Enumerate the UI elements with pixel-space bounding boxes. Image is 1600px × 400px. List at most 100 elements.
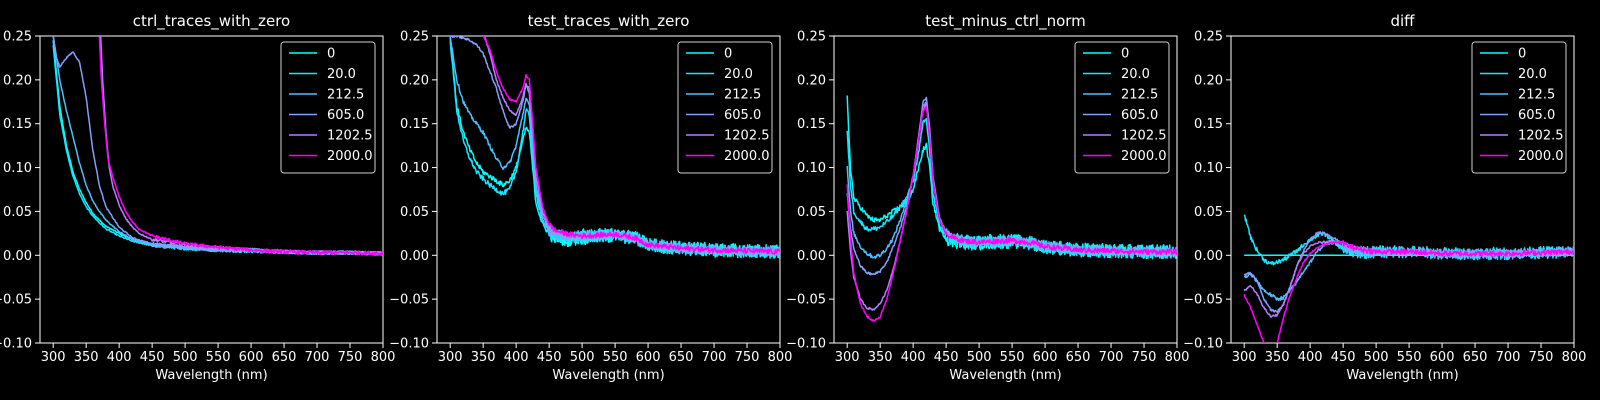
chart-panel-1: test_traces_with_zero 300 350 400 450 500 550 6…	[389, 12, 792, 383]
series-group	[1243, 214, 1574, 343]
x-tick-label: 450	[140, 350, 165, 365]
legend	[280, 41, 376, 174]
x-tick-label: 450	[537, 350, 562, 365]
y-tick-label: −0.10	[389, 337, 429, 352]
legend-label: 212.5	[327, 88, 364, 103]
x-tick-label: 750	[735, 350, 760, 365]
x-tick-label: 650	[272, 350, 297, 365]
legend	[677, 41, 773, 174]
x-tick-label: 700	[1496, 350, 1521, 365]
chart-title: test_minus_ctrl_norm	[925, 12, 1086, 31]
legend-label: 0	[1121, 47, 1129, 62]
y-tick-label: 0.05	[797, 205, 826, 220]
y-tick-label: −0.05	[786, 293, 826, 308]
legend-label: 212.5	[1518, 88, 1555, 103]
x-tick-label: 400	[504, 350, 529, 365]
x-tick-label: 750	[338, 350, 363, 365]
legend-label: 212.5	[1121, 88, 1158, 103]
x-tick-label: 300	[835, 350, 860, 365]
y-tick-label: −0.05	[1183, 293, 1223, 308]
y-tick-label: 0.10	[797, 161, 826, 176]
x-tick-label: 700	[305, 350, 330, 365]
chart-panel-3: diff 300 350 400 450 500 550 600 650 700 750 800 −0.…	[1183, 12, 1586, 383]
legend-label: 1202.5	[327, 129, 373, 144]
series-group	[846, 95, 1177, 322]
y-tick-label: 0.20	[1194, 73, 1223, 88]
legend-label: 2000.0	[1518, 149, 1564, 164]
legend-label: 20.0	[327, 67, 356, 82]
x-tick-label: 750	[1529, 350, 1554, 365]
legend-label: 605.0	[724, 108, 761, 123]
y-tick-label: 0.00	[797, 249, 826, 264]
x-axis-label: Wavelength (nm)	[949, 368, 1061, 383]
x-axis-label: Wavelength (nm)	[552, 368, 664, 383]
legend-label: 605.0	[1518, 108, 1555, 123]
x-tick-label: 700	[702, 350, 727, 365]
x-tick-label: 750	[1132, 350, 1157, 365]
x-tick-label: 450	[1331, 350, 1356, 365]
x-tick-label: 500	[967, 350, 992, 365]
legend-label: 605.0	[1121, 108, 1158, 123]
chart-panel-0: ctrl_traces_with_zero 300 350 400 450 500 550 6…	[0, 12, 395, 383]
legend	[1074, 41, 1170, 174]
legend-label: 20.0	[1518, 67, 1547, 82]
series-line-5	[846, 105, 1177, 322]
x-tick-label: 550	[1000, 350, 1025, 365]
legend-label: 0	[1518, 47, 1526, 62]
y-tick-label: 0.25	[1194, 30, 1223, 45]
y-tick-label: −0.05	[389, 293, 429, 308]
x-tick-label: 350	[1265, 350, 1290, 365]
x-tick-label: 550	[603, 350, 628, 365]
y-tick-label: 0.20	[400, 73, 429, 88]
x-tick-label: 800	[768, 350, 793, 365]
legend-label: 1202.5	[724, 129, 770, 144]
x-tick-label: 600	[239, 350, 264, 365]
y-tick-label: −0.10	[786, 337, 826, 352]
x-tick-label: 600	[636, 350, 661, 365]
x-tick-label: 650	[1066, 350, 1091, 365]
legend-label: 1202.5	[1121, 129, 1167, 144]
y-tick-label: 0.25	[3, 30, 32, 45]
legend-label: 2000.0	[724, 149, 770, 164]
y-tick-label: −0.10	[1183, 337, 1223, 352]
chart-title: diff	[1390, 12, 1415, 30]
y-tick-label: −0.10	[0, 337, 32, 352]
x-tick-label: 700	[1099, 350, 1124, 365]
x-tick-label: 300	[438, 350, 463, 365]
x-tick-label: 800	[1562, 350, 1587, 365]
legend-label: 1202.5	[1518, 129, 1564, 144]
y-tick-label: 0.15	[1194, 117, 1223, 132]
y-tick-label: 0.20	[3, 73, 32, 88]
y-tick-label: 0.15	[3, 117, 32, 132]
series-line-5	[98, 36, 383, 256]
y-tick-label: 0.25	[797, 30, 826, 45]
x-tick-label: 650	[669, 350, 694, 365]
y-tick-label: 0.10	[400, 161, 429, 176]
x-tick-label: 400	[1298, 350, 1323, 365]
x-tick-label: 400	[107, 350, 132, 365]
chart-title: ctrl_traces_with_zero	[133, 12, 290, 31]
x-tick-label: 600	[1033, 350, 1058, 365]
x-tick-label: 300	[41, 350, 66, 365]
x-tick-label: 500	[570, 350, 595, 365]
x-tick-label: 350	[74, 350, 99, 365]
x-tick-label: 550	[206, 350, 231, 365]
x-tick-label: 800	[1165, 350, 1190, 365]
y-tick-label: 0.05	[3, 205, 32, 220]
series-line-5	[482, 36, 780, 255]
legend-label: 2000.0	[327, 149, 373, 164]
x-tick-label: 400	[901, 350, 926, 365]
legend-label: 20.0	[1121, 67, 1150, 82]
legend-label: 20.0	[724, 67, 753, 82]
legend-label: 605.0	[327, 108, 364, 123]
x-tick-label: 300	[1232, 350, 1257, 365]
chart-title: test_traces_with_zero	[528, 12, 690, 31]
legend	[1471, 41, 1567, 174]
x-tick-label: 450	[934, 350, 959, 365]
y-tick-label: −0.05	[0, 293, 32, 308]
legend-label: 212.5	[724, 88, 761, 103]
series-line-5	[1243, 239, 1574, 343]
x-tick-label: 800	[371, 350, 396, 365]
y-tick-label: 0.10	[1194, 161, 1223, 176]
